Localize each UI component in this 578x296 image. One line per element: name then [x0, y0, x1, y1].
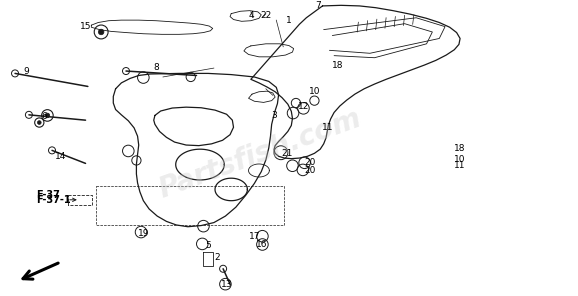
Text: 9: 9 [23, 67, 29, 76]
Text: F-37: F-37 [36, 190, 60, 200]
Text: 14: 14 [55, 152, 66, 161]
Text: 6: 6 [42, 112, 47, 120]
Text: 18: 18 [332, 61, 344, 70]
Text: 4: 4 [249, 11, 254, 20]
Text: 10: 10 [454, 155, 466, 164]
Text: 11: 11 [322, 123, 334, 132]
Text: 5: 5 [205, 241, 211, 250]
Text: 11: 11 [454, 161, 466, 170]
Circle shape [45, 113, 50, 118]
Text: 7: 7 [315, 1, 321, 10]
Text: 3: 3 [272, 111, 277, 120]
Circle shape [38, 121, 41, 124]
Text: 1: 1 [286, 16, 292, 25]
Text: 22: 22 [260, 11, 271, 20]
Text: 13: 13 [221, 280, 233, 289]
Text: F-37-1: F-37-1 [36, 195, 71, 205]
Circle shape [98, 29, 104, 35]
Text: 20: 20 [305, 166, 316, 175]
Text: 17: 17 [249, 232, 260, 241]
Text: 20: 20 [305, 158, 316, 167]
Text: 19: 19 [138, 229, 149, 238]
Text: 12: 12 [298, 102, 309, 111]
Text: 15: 15 [80, 22, 91, 31]
Text: 8: 8 [153, 63, 159, 72]
Text: Partsfish.com: Partsfish.com [155, 104, 365, 204]
Text: 16: 16 [256, 240, 268, 249]
Text: 10: 10 [309, 87, 321, 96]
Text: 2: 2 [214, 253, 220, 262]
Text: 21: 21 [281, 149, 292, 158]
Text: 18: 18 [454, 144, 466, 153]
